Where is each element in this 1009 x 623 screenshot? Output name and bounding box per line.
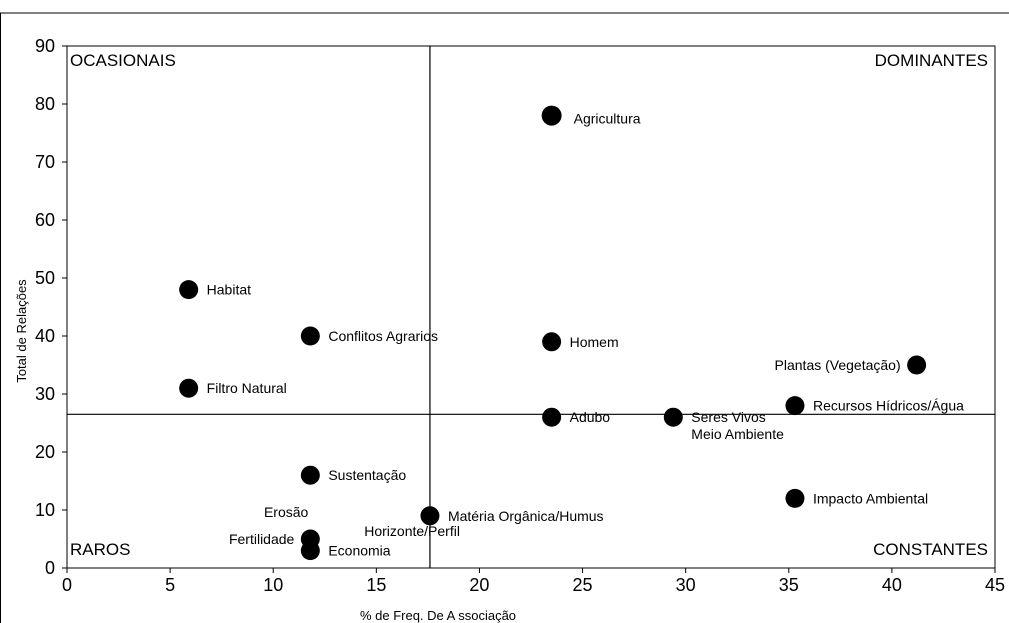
y-tick-label: 70 (35, 152, 55, 172)
x-tick-label: 40 (882, 575, 902, 595)
x-tick-label: 45 (985, 575, 1005, 595)
data-point-label: Conflitos Agrarios (328, 328, 438, 344)
data-point-label: Recursos Hídricos/Água (813, 398, 964, 414)
x-tick-label: 10 (263, 575, 283, 595)
y-tick-label: 20 (35, 442, 55, 462)
data-point-label: Plantas (Vegetação) (775, 357, 901, 373)
data-point-marker (300, 326, 320, 346)
data-point-marker (300, 465, 320, 485)
data-point-label: Filtro Natural (207, 380, 287, 396)
y-tick-label: 60 (35, 210, 55, 230)
data-point-marker (420, 506, 440, 526)
data-point-label: Erosão (264, 504, 309, 520)
y-tick-label: 80 (35, 94, 55, 114)
data-point-marker (179, 280, 199, 300)
data-point-label: Economia (328, 543, 390, 559)
data-point-label-line: Seres Vivos (691, 409, 765, 425)
data-point-marker (541, 105, 562, 126)
data-point-label: Adubo (570, 409, 611, 425)
data-point-marker (300, 541, 320, 561)
y-tick-label: 90 (35, 36, 55, 56)
y-tick-label: 10 (35, 500, 55, 520)
plot-frame (66, 45, 996, 569)
quadrant-labels: OCASIONAIS DOMINANTES RAROS CONSTANTES (70, 51, 988, 559)
data-point-marker (179, 378, 199, 398)
data-points: Agricultura Habitat Conflitos Agrarios Home… (179, 105, 964, 561)
x-tick-label: 20 (469, 575, 489, 595)
x-tick-label: 15 (366, 575, 386, 595)
data-point-label: Habitat (207, 282, 251, 298)
quadrant-label-bottom-right: CONSTANTES (873, 540, 988, 559)
y-tick-label: 30 (35, 384, 55, 404)
data-point-marker (542, 407, 562, 427)
data-point-marker (785, 396, 805, 416)
quadrant-dividers (67, 46, 995, 568)
x-tick-label: 0 (62, 575, 72, 595)
data-point-label: Homem (570, 334, 619, 350)
x-axis-label: % de Freq. De A ssociação (360, 608, 516, 623)
y-tick-label: 0 (45, 558, 55, 578)
x-tick-label: 5 (165, 575, 175, 595)
quadrant-label-top-left: OCASIONAIS (70, 51, 176, 70)
data-point-label-line: Meio Ambiente (691, 426, 784, 442)
data-point-marker (663, 407, 683, 427)
y-tick-label: 50 (35, 268, 55, 288)
y-tick-label: 40 (35, 326, 55, 346)
axes: 0 5 10 15 20 25 30 35 40 45 0 10 20 30 40 50 60 70 80 90 (35, 36, 1005, 595)
data-point-label: Agricultura (574, 111, 641, 127)
data-point-marker (785, 488, 805, 508)
quadrant-label-bottom-left: RAROS (70, 540, 130, 559)
data-point-label: Seres Vivos Meio Ambiente (691, 409, 784, 442)
y-axis-label: Total de Relações (14, 279, 29, 383)
data-point-marker (907, 355, 927, 375)
data-point-label: Sustentação (328, 467, 406, 483)
data-point-label: Impacto Ambiental (813, 490, 928, 506)
data-point-label: Horizonte/Perfil (364, 523, 460, 539)
x-tick-label: 30 (676, 575, 696, 595)
data-point-label: Fertilidade (229, 531, 295, 547)
data-point-label: Matéria Orgânica/Humus (448, 508, 604, 524)
x-tick-label: 25 (573, 575, 593, 595)
quadrant-label-top-right: DOMINANTES (875, 51, 988, 70)
data-point-marker (542, 332, 562, 352)
x-tick-label: 35 (779, 575, 799, 595)
